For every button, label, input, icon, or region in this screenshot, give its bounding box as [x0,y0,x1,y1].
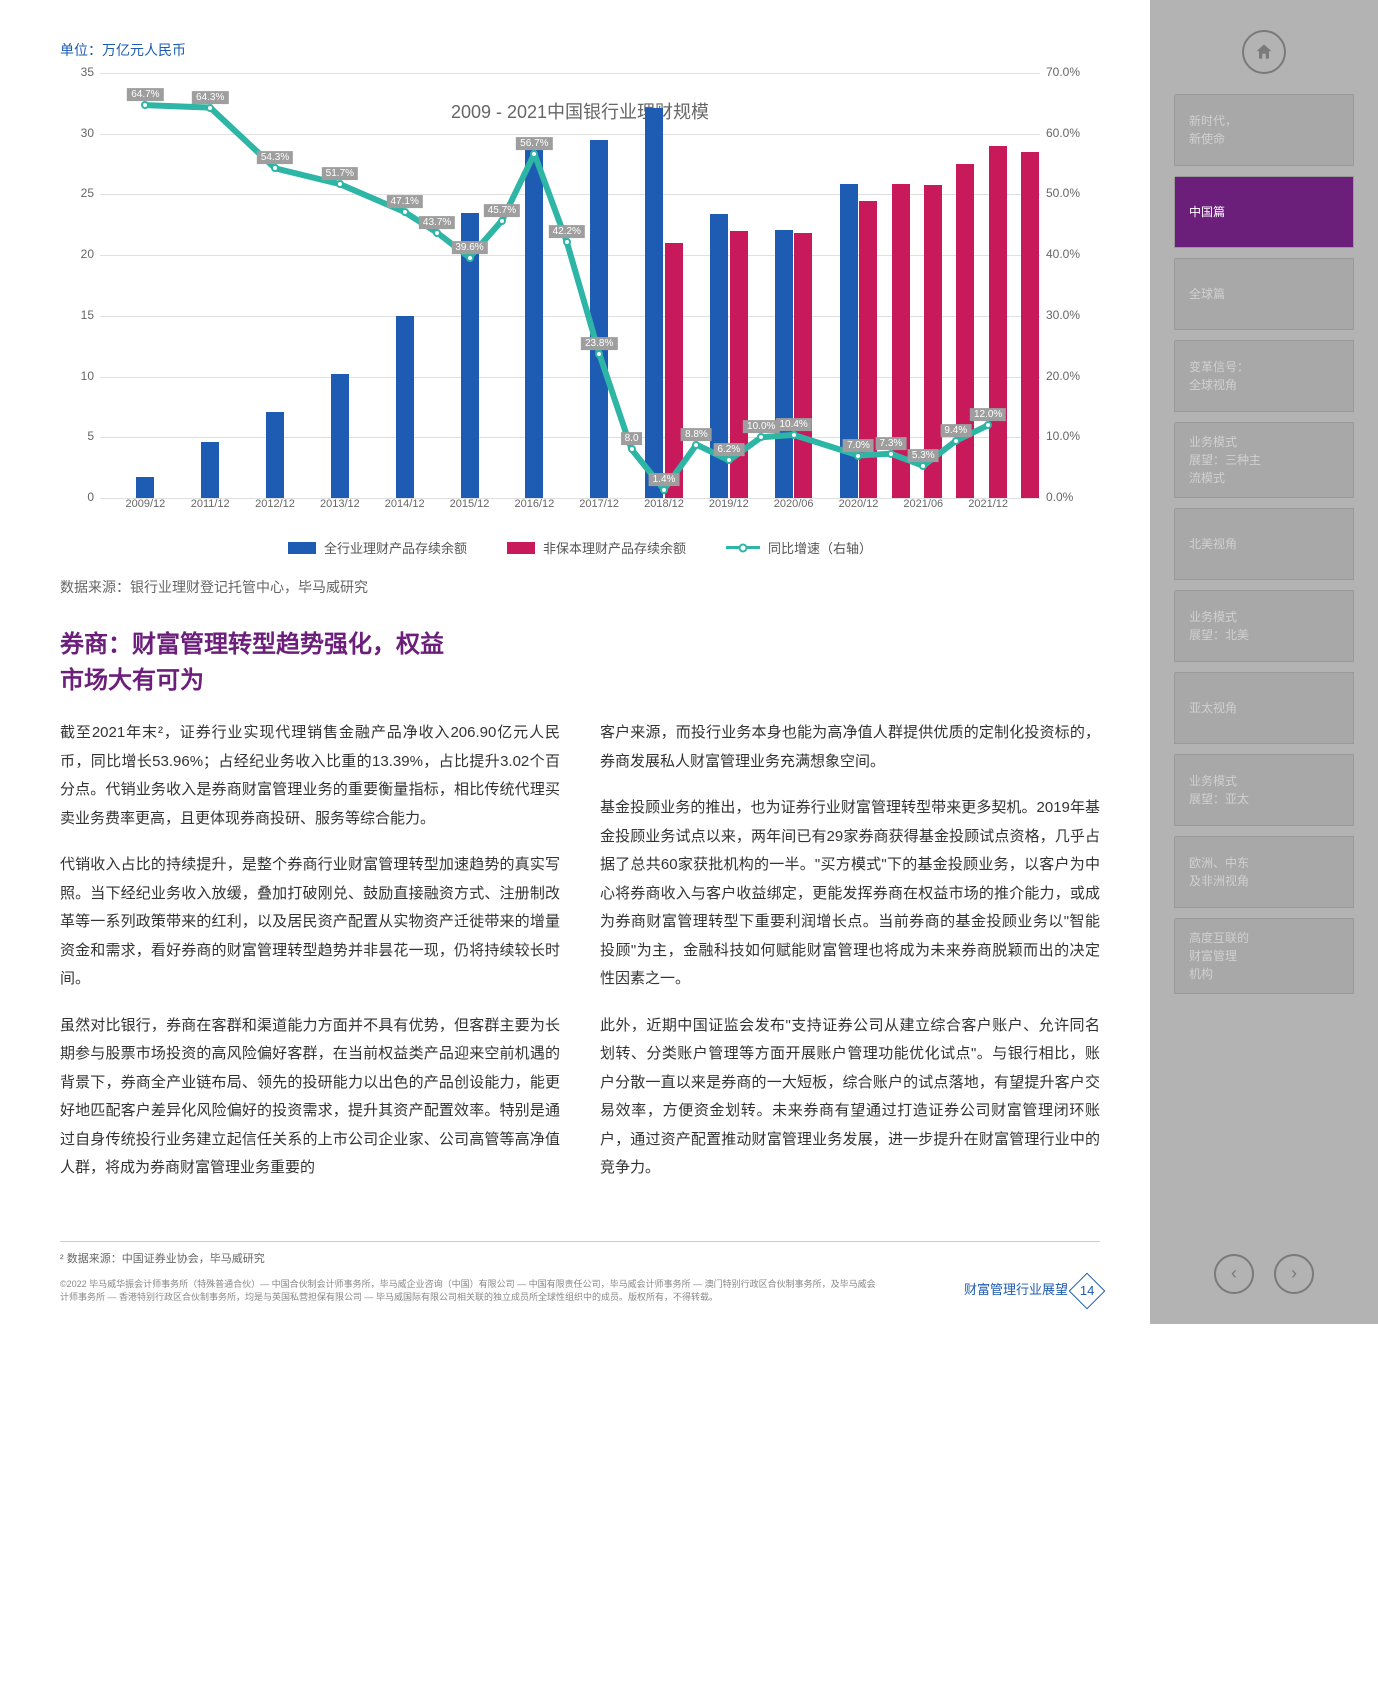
copyright-text: ©2022 毕马威华振会计师事务所（特殊普通合伙）— 中国合伙制会计师事务所，毕… [60,1278,880,1303]
nav-item[interactable]: 变革信号： 全球视角 [1174,340,1354,412]
chart-container: 2009 - 2021中国银行业理财规模 05101520253035 0.0%… [60,68,1100,528]
x-axis: 2009/122011/122012/122013/122014/122015/… [100,498,1040,528]
body-col-right: 客户来源，而投行业务本身也能为高净值人群提供优质的定制化投资标的，券商发展私人财… [600,719,1100,1201]
section-title-line1: 券商：财富管理转型趋势强化，权益 [60,631,444,658]
nav-item[interactable]: 全球篇 [1174,258,1354,330]
nav-item[interactable]: 业务模式 展望：三种主 流模式 [1174,422,1354,498]
nav-item[interactable]: 中国篇 [1174,176,1354,248]
sidebar-nav: 新时代， 新使命中国篇全球篇变革信号： 全球视角业务模式 展望：三种主 流模式北… [1150,0,1378,1324]
nav-item[interactable]: 业务模式 展望：北美 [1174,590,1354,662]
section-title-line2: 市场大有可为 [60,667,204,694]
page-label: 财富管理行业展望 [964,1281,1068,1299]
next-page-button[interactable]: › [1274,1254,1314,1294]
page-number-badge: 14 [1069,1272,1106,1309]
chart-plot-area: 64.7%64.3%54.3%51.7%47.1%43.7%39.6%45.7%… [100,73,1040,498]
nav-item[interactable]: 新时代， 新使命 [1174,94,1354,166]
body-columns: 截至2021年末²，证券行业实现代理销售金融产品净收入206.90亿元人民币，同… [60,719,1100,1201]
prev-page-button[interactable]: ‹ [1214,1254,1254,1294]
home-button[interactable] [1242,30,1286,74]
nav-item[interactable]: 亚太视角 [1174,672,1354,744]
chart-legend: 全行业理财产品存续余额非保本理财产品存续余额同比增速（右轴） [60,538,1100,557]
nav-item[interactable]: 高度互联的 财富管理 机构 [1174,918,1354,994]
main-content: 单位：万亿元人民币 2009 - 2021中国银行业理财规模 051015202… [0,0,1150,1324]
nav-item[interactable]: 欧洲、中东 及非洲视角 [1174,836,1354,908]
page-indicator: 财富管理行业展望 14 [964,1278,1100,1304]
nav-item[interactable]: 北美视角 [1174,508,1354,580]
nav-item[interactable]: 业务模式 展望：亚太 [1174,754,1354,826]
footer: ©2022 毕马威华振会计师事务所（特殊普通合伙）— 中国合伙制会计师事务所，毕… [60,1278,1100,1304]
growth-line [100,73,1040,498]
page-nav-arrows: ‹ › [1214,1254,1314,1294]
y-axis-left: 05101520253035 [60,73,100,498]
y-axis-right: 0.0%10.0%20.0%30.0%40.0%50.0%60.0%70.0% [1040,73,1100,498]
chart-source: 数据来源：银行业理财登记托管中心，毕马威研究 [60,577,1100,597]
chart-unit-label: 单位：万亿元人民币 [60,40,1100,60]
footnote: ² 数据来源：中国证券业协会，毕马威研究 [60,1241,1100,1266]
body-col-left: 截至2021年末²，证券行业实现代理销售金融产品净收入206.90亿元人民币，同… [60,719,560,1201]
section-title: 券商：财富管理转型趋势强化，权益 市场大有可为 [60,627,1100,699]
